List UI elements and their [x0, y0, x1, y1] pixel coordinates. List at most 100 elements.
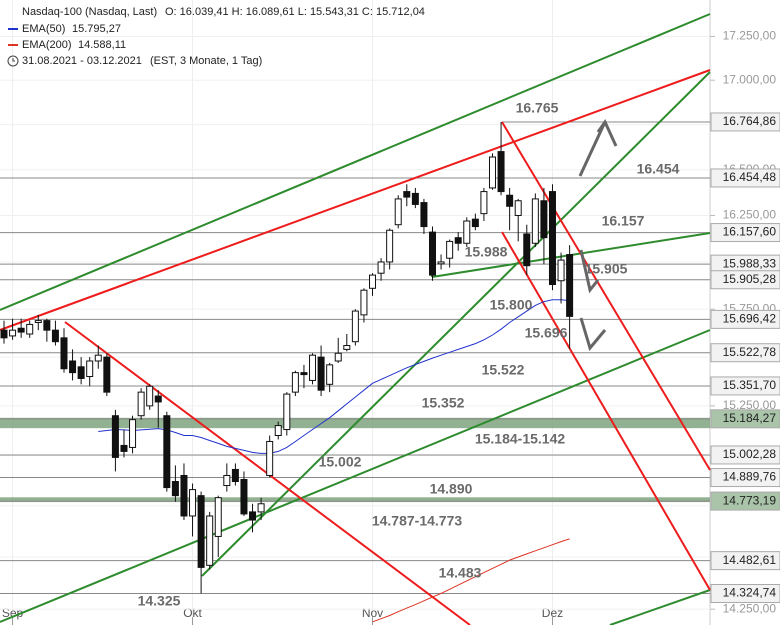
y-tick-label: 15.250,00: [723, 398, 777, 412]
annotation: 16.157: [602, 213, 645, 229]
level-label: 15.988,33: [723, 256, 777, 270]
level-label: 15.696,42: [723, 312, 777, 326]
candle-body: [9, 329, 17, 337]
level-box: [710, 270, 780, 290]
level-label: 14.773,19: [723, 493, 777, 507]
candle-body: [60, 337, 68, 370]
legend-value: 14.588,11: [78, 39, 126, 51]
ohlc: O: 16.039,41 H: 16.089,61 L: 15.543,31 C…: [165, 6, 425, 18]
trend-line: [501, 231, 711, 591]
candle-body: [557, 259, 565, 282]
level-box: [710, 468, 780, 488]
annotation: 15.905: [585, 261, 628, 277]
candle-body: [137, 391, 145, 417]
candle-body: [471, 218, 479, 228]
candle-body: [180, 474, 188, 517]
ema-line: [372, 538, 570, 623]
candle-body: [163, 415, 171, 489]
trend-line: [501, 121, 711, 471]
candle-body: [51, 329, 59, 343]
annotation: 14.787-14.773: [372, 513, 463, 529]
level-box: [710, 491, 780, 511]
level-label: 16.454,48: [723, 170, 777, 184]
candle-body: [214, 497, 222, 537]
annotation: 15.002: [319, 454, 362, 470]
level-box: [710, 445, 780, 465]
trend-line: [0, 329, 711, 623]
level-box: [710, 583, 780, 603]
annotation: 15.184-15.142: [475, 431, 566, 447]
trend-line: [609, 589, 711, 625]
level-box: [710, 112, 780, 132]
candle-body: [257, 503, 265, 513]
candle-body: [171, 481, 179, 497]
candle-body: [77, 366, 85, 379]
candle-body: [343, 345, 351, 350]
annotation: 16.454: [637, 161, 680, 177]
level-box: [710, 376, 780, 396]
candle-body: [300, 372, 308, 376]
candle-body: [103, 356, 111, 393]
candle-body: [0, 329, 8, 339]
trend-line: [201, 71, 711, 577]
candle-body: [249, 511, 257, 521]
candle-body: [266, 440, 274, 476]
legend-entry: EMA(50): [22, 23, 65, 35]
date-range: 31.08.2021 - 03.12.2021: [22, 55, 142, 67]
level-label: 15.351,70: [723, 378, 777, 392]
candle-body: [334, 352, 342, 362]
trend-line: [0, 69, 711, 331]
level-box: [710, 551, 780, 571]
candle-body: [223, 474, 231, 487]
candle-body: [26, 323, 34, 335]
level-box: [710, 168, 780, 188]
candle-body: [446, 240, 454, 259]
candle-body: [480, 191, 488, 215]
candle-body: [506, 194, 514, 207]
candle-body: [146, 385, 154, 407]
annotation: 15.352: [422, 395, 465, 411]
candle-body: [360, 289, 368, 316]
candle-body: [189, 489, 197, 517]
arrow-head: [596, 118, 618, 147]
candle-body: [283, 393, 291, 431]
annotation: 15.988: [465, 244, 508, 260]
y-tick-label: 16.250,00: [723, 208, 777, 222]
candle-body: [291, 372, 299, 393]
candle-body: [351, 310, 359, 343]
arrow: [579, 249, 600, 294]
candle-body: [454, 237, 462, 244]
arrow: [579, 317, 607, 352]
candle-body: [531, 198, 539, 244]
candle-body: [34, 320, 42, 324]
range-note: (EST, 3 Monate, 1 Tag): [150, 55, 262, 67]
level-label: 15.905,28: [723, 272, 777, 286]
symbol: Nasdaq-100 (Nasdaq, Last): [22, 6, 157, 18]
legend-entry: EMA(200): [22, 39, 72, 51]
candle-body: [240, 478, 248, 515]
annotation: 14.325: [138, 593, 181, 609]
candle-body: [566, 254, 574, 317]
legend-value: 15.795,27: [72, 23, 121, 35]
y-tick-label: 17.000,00: [723, 72, 777, 86]
candle-body: [43, 320, 51, 331]
annotation: 15.522: [482, 362, 525, 378]
arrow: [578, 121, 607, 177]
candle-body: [309, 354, 317, 381]
candle-body: [94, 354, 102, 362]
level-label: 14.482,61: [723, 553, 777, 567]
level-label: 16.764,86: [723, 114, 777, 128]
candle-body: [429, 231, 436, 276]
candle-body: [386, 229, 394, 263]
ema-line: [98, 299, 570, 454]
candle-body: [129, 419, 137, 448]
candle-body: [317, 356, 325, 391]
level-label: 15.522,78: [723, 345, 777, 359]
candle-body: [540, 200, 548, 239]
candle-body: [523, 233, 531, 267]
candle-body: [326, 364, 334, 385]
annotation: 14.890: [430, 481, 473, 497]
header: Nasdaq-100 (Nasdaq, Last) O: 16.039,41 H…: [7, 6, 425, 67]
level-box: [710, 409, 780, 429]
